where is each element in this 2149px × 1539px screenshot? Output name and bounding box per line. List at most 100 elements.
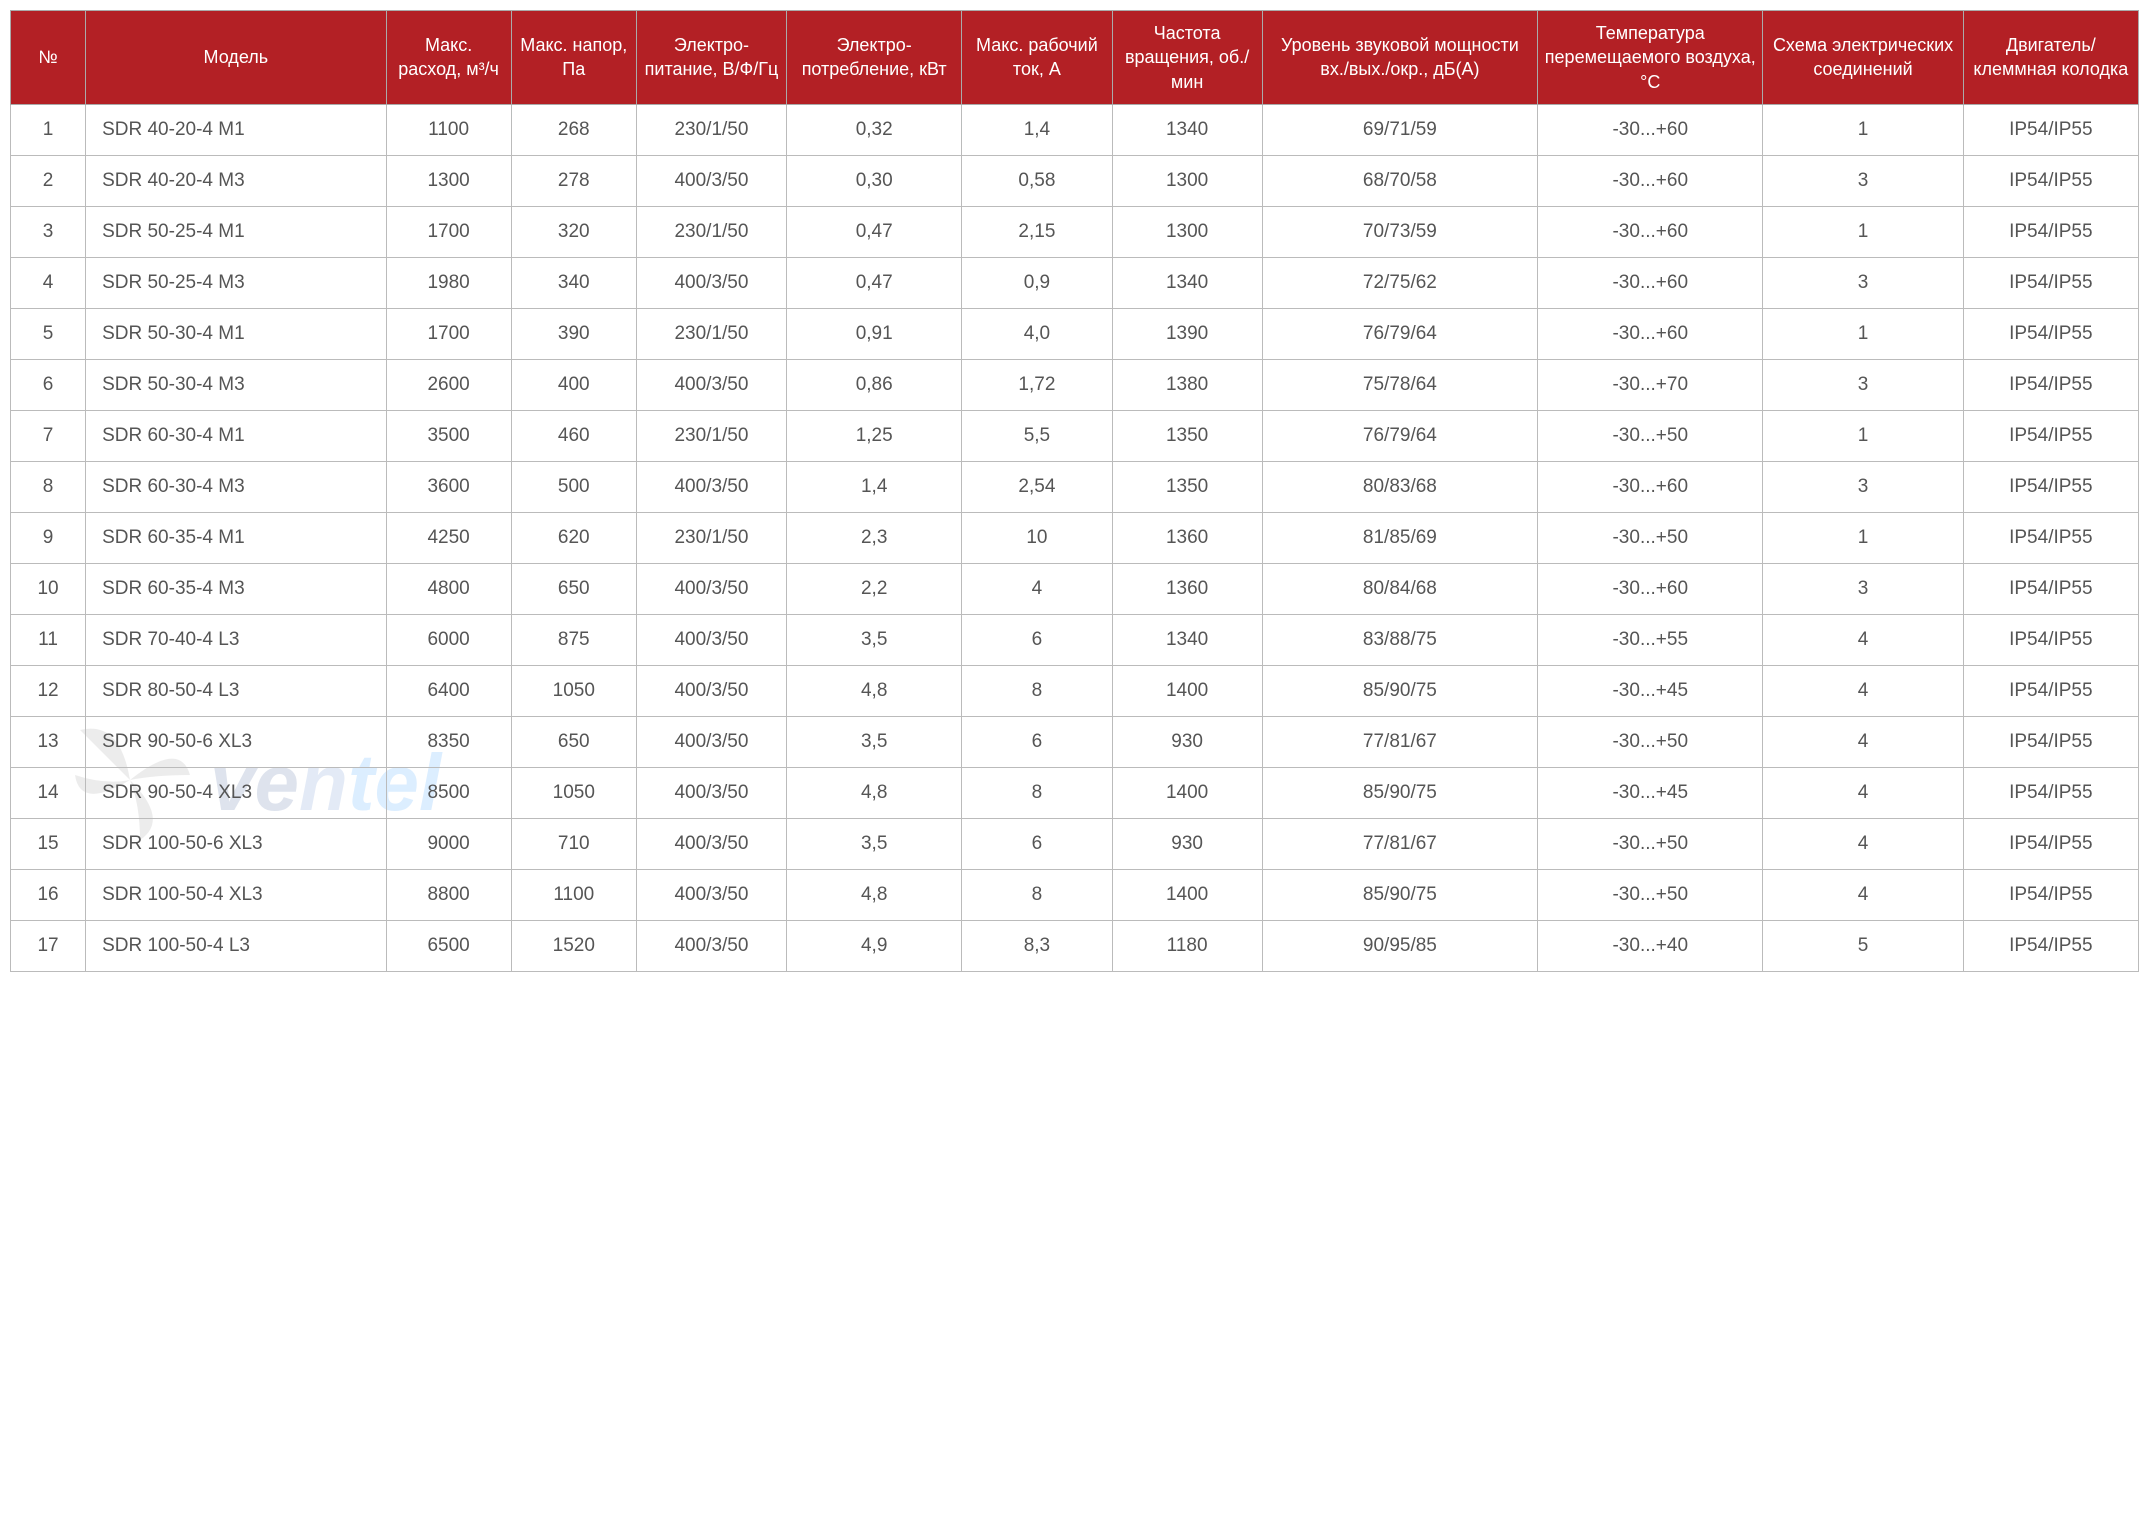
cell-power: 400/3/50 (636, 767, 786, 818)
cell-press: 340 (511, 257, 636, 308)
cell-temp: -30...+45 (1538, 767, 1763, 818)
cell-cons: 3,5 (787, 716, 962, 767)
cell-num: 12 (11, 665, 86, 716)
cell-num: 7 (11, 410, 86, 461)
table-row: 10SDR 60-35-4 M34800650400/3/502,2413608… (11, 563, 2139, 614)
cell-flow: 8500 (386, 767, 511, 818)
cell-cons: 0,30 (787, 155, 962, 206)
cell-ip: IP54/IP55 (1963, 869, 2138, 920)
cell-power: 400/3/50 (636, 155, 786, 206)
table-row: 6SDR 50-30-4 M32600400400/3/500,861,7213… (11, 359, 2139, 410)
cell-flow: 1100 (386, 104, 511, 155)
cell-model: SDR 60-30-4 M3 (86, 461, 386, 512)
cell-num: 10 (11, 563, 86, 614)
col-rpm: Частота вращения, об./мин (1112, 11, 1262, 105)
cell-noise: 76/79/64 (1262, 410, 1537, 461)
cell-temp: -30...+60 (1538, 206, 1763, 257)
cell-scheme: 1 (1763, 104, 1963, 155)
cell-ip: IP54/IP55 (1963, 716, 2138, 767)
table-row: 13SDR 90-50-6 XL38350650400/3/503,569307… (11, 716, 2139, 767)
cell-num: 5 (11, 308, 86, 359)
table-row: 1SDR 40-20-4 M11100268230/1/500,321,4134… (11, 104, 2139, 155)
cell-power: 400/3/50 (636, 716, 786, 767)
cell-temp: -30...+50 (1538, 512, 1763, 563)
cell-model: SDR 60-35-4 M3 (86, 563, 386, 614)
cell-cons: 1,25 (787, 410, 962, 461)
cell-scheme: 1 (1763, 410, 1963, 461)
cell-amp: 0,9 (962, 257, 1112, 308)
spec-table: №МодельМакс. расход, м³/чМакс. напор, Па… (10, 10, 2139, 972)
cell-ip: IP54/IP55 (1963, 410, 2138, 461)
cell-temp: -30...+60 (1538, 308, 1763, 359)
cell-amp: 1,72 (962, 359, 1112, 410)
cell-num: 8 (11, 461, 86, 512)
cell-amp: 2,54 (962, 461, 1112, 512)
cell-model: SDR 50-25-4 M1 (86, 206, 386, 257)
cell-cons: 2,2 (787, 563, 962, 614)
cell-amp: 8,3 (962, 920, 1112, 971)
col-ip: Двигатель/ клеммная колодка (1963, 11, 2138, 105)
cell-model: SDR 50-25-4 M3 (86, 257, 386, 308)
col-power: Электро-питание, В/Ф/Гц (636, 11, 786, 105)
cell-temp: -30...+60 (1538, 104, 1763, 155)
cell-cons: 4,9 (787, 920, 962, 971)
cell-num: 4 (11, 257, 86, 308)
cell-flow: 1980 (386, 257, 511, 308)
cell-noise: 80/84/68 (1262, 563, 1537, 614)
cell-amp: 8 (962, 869, 1112, 920)
cell-temp: -30...+40 (1538, 920, 1763, 971)
cell-noise: 76/79/64 (1262, 308, 1537, 359)
cell-model: SDR 100-50-4 XL3 (86, 869, 386, 920)
cell-temp: -30...+45 (1538, 665, 1763, 716)
cell-noise: 81/85/69 (1262, 512, 1537, 563)
cell-temp: -30...+70 (1538, 359, 1763, 410)
cell-power: 230/1/50 (636, 410, 786, 461)
cell-press: 1050 (511, 665, 636, 716)
table-header: №МодельМакс. расход, м³/чМакс. напор, Па… (11, 11, 2139, 105)
cell-rpm: 1400 (1112, 869, 1262, 920)
col-noise: Уровень звуковой мощности вх./вых./окр.,… (1262, 11, 1537, 105)
cell-amp: 1,4 (962, 104, 1112, 155)
cell-ip: IP54/IP55 (1963, 920, 2138, 971)
cell-scheme: 5 (1763, 920, 1963, 971)
col-model: Модель (86, 11, 386, 105)
cell-scheme: 4 (1763, 665, 1963, 716)
cell-scheme: 4 (1763, 869, 1963, 920)
cell-press: 400 (511, 359, 636, 410)
cell-num: 16 (11, 869, 86, 920)
cell-rpm: 1300 (1112, 206, 1262, 257)
col-flow: Макс. расход, м³/ч (386, 11, 511, 105)
cell-rpm: 930 (1112, 716, 1262, 767)
cell-power: 400/3/50 (636, 359, 786, 410)
cell-noise: 80/83/68 (1262, 461, 1537, 512)
cell-ip: IP54/IP55 (1963, 512, 2138, 563)
table-row: 8SDR 60-30-4 M33600500400/3/501,42,54135… (11, 461, 2139, 512)
cell-rpm: 1180 (1112, 920, 1262, 971)
cell-press: 500 (511, 461, 636, 512)
cell-amp: 4,0 (962, 308, 1112, 359)
cell-model: SDR 60-35-4 M1 (86, 512, 386, 563)
cell-noise: 77/81/67 (1262, 716, 1537, 767)
cell-power: 400/3/50 (636, 665, 786, 716)
col-scheme: Схема электрических соединений (1763, 11, 1963, 105)
cell-power: 400/3/50 (636, 869, 786, 920)
cell-ip: IP54/IP55 (1963, 614, 2138, 665)
col-temp: Температура перемещаемого воздуха, °C (1538, 11, 1763, 105)
cell-temp: -30...+55 (1538, 614, 1763, 665)
cell-ip: IP54/IP55 (1963, 767, 2138, 818)
table-row: 7SDR 60-30-4 M13500460230/1/501,255,5135… (11, 410, 2139, 461)
cell-scheme: 4 (1763, 716, 1963, 767)
table-row: 11SDR 70-40-4 L36000875400/3/503,5613408… (11, 614, 2139, 665)
cell-noise: 75/78/64 (1262, 359, 1537, 410)
cell-cons: 4,8 (787, 665, 962, 716)
cell-amp: 6 (962, 818, 1112, 869)
cell-ip: IP54/IP55 (1963, 155, 2138, 206)
cell-amp: 8 (962, 767, 1112, 818)
cell-model: SDR 100-50-4 L3 (86, 920, 386, 971)
table-row: 16SDR 100-50-4 XL388001100400/3/504,8814… (11, 869, 2139, 920)
cell-temp: -30...+50 (1538, 410, 1763, 461)
cell-model: SDR 40-20-4 M3 (86, 155, 386, 206)
cell-noise: 72/75/62 (1262, 257, 1537, 308)
cell-rpm: 1340 (1112, 104, 1262, 155)
table-row: 14SDR 90-50-4 XL385001050400/3/504,88140… (11, 767, 2139, 818)
